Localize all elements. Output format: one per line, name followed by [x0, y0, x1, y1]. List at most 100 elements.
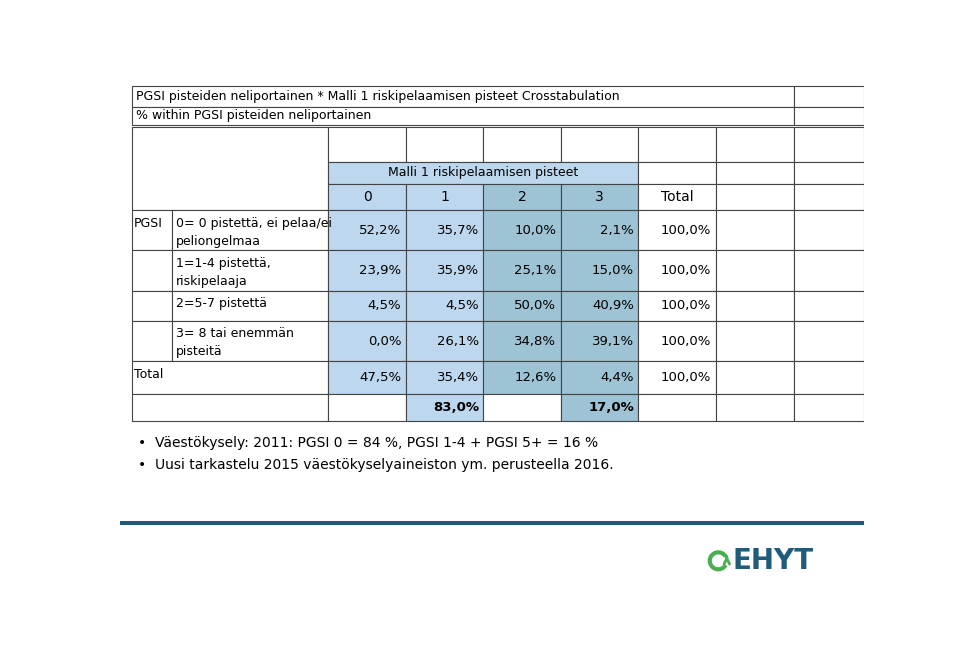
Bar	[172, 251, 328, 290]
Text: Total: Total	[134, 367, 163, 381]
Bar	[561, 127, 638, 162]
Bar	[328, 184, 406, 210]
Bar	[328, 290, 406, 322]
Bar	[406, 361, 484, 394]
Bar	[794, 322, 864, 361]
Bar	[172, 322, 328, 361]
Bar	[132, 86, 794, 107]
Text: 10,0%: 10,0%	[515, 224, 557, 237]
Bar	[484, 290, 561, 322]
Bar	[132, 361, 328, 394]
Bar	[638, 162, 716, 184]
Bar	[638, 210, 716, 251]
Bar	[561, 184, 638, 210]
Bar	[794, 251, 864, 290]
Text: 2=5-7 pistettä: 2=5-7 pistettä	[176, 297, 267, 310]
Text: 40,9%: 40,9%	[592, 300, 634, 312]
Text: 26,1%: 26,1%	[437, 335, 479, 348]
Bar	[794, 184, 864, 210]
Bar	[716, 162, 794, 184]
Bar	[716, 184, 794, 210]
Text: 100,0%: 100,0%	[660, 335, 711, 348]
Bar	[794, 290, 864, 322]
Text: 34,8%: 34,8%	[515, 335, 557, 348]
Text: % within PGSI pisteiden neliportainen: % within PGSI pisteiden neliportainen	[135, 109, 371, 122]
Bar	[406, 394, 484, 420]
Text: 4,5%: 4,5%	[368, 300, 401, 312]
Bar	[132, 394, 328, 420]
Text: 4,4%: 4,4%	[600, 371, 634, 384]
Bar	[794, 107, 864, 125]
Text: 12,6%: 12,6%	[515, 371, 557, 384]
Text: 0: 0	[363, 190, 372, 204]
Text: PGSI pisteiden neliportainen * Malli 1 riskipelaamisen pisteet Crosstabulation: PGSI pisteiden neliportainen * Malli 1 r…	[135, 90, 619, 103]
Text: 0= 0 pistettä, ei pelaa/ei
peliongelmaa: 0= 0 pistettä, ei pelaa/ei peliongelmaa	[176, 217, 332, 247]
Text: 100,0%: 100,0%	[660, 371, 711, 384]
Bar	[638, 127, 716, 162]
Bar	[120, 520, 864, 525]
Bar	[561, 361, 638, 394]
Bar	[328, 127, 406, 162]
Text: Total: Total	[660, 190, 693, 204]
Bar	[328, 251, 406, 290]
Bar	[484, 127, 561, 162]
Bar	[328, 210, 406, 251]
Text: 23,9%: 23,9%	[359, 264, 401, 277]
Bar	[406, 290, 484, 322]
Text: 35,4%: 35,4%	[437, 371, 479, 384]
Text: 100,0%: 100,0%	[660, 264, 711, 277]
Bar	[132, 322, 172, 361]
Bar	[484, 251, 561, 290]
Text: 15,0%: 15,0%	[591, 264, 634, 277]
Bar	[484, 184, 561, 210]
Text: 39,1%: 39,1%	[591, 335, 634, 348]
Text: 25,1%: 25,1%	[514, 264, 557, 277]
Bar	[328, 394, 406, 420]
Bar	[794, 394, 864, 420]
Bar	[132, 127, 328, 210]
Bar	[561, 251, 638, 290]
Bar	[638, 361, 716, 394]
Text: 2,1%: 2,1%	[600, 224, 634, 237]
Bar	[638, 290, 716, 322]
Bar	[638, 184, 716, 210]
Bar	[716, 127, 794, 162]
Text: 100,0%: 100,0%	[660, 300, 711, 312]
Bar	[794, 127, 864, 162]
Text: 4,5%: 4,5%	[445, 300, 479, 312]
Bar	[132, 210, 172, 251]
Bar	[406, 210, 484, 251]
Bar	[328, 361, 406, 394]
Bar	[716, 394, 794, 420]
Text: •  Uusi tarkastelu 2015 väestökyselyaineiston ym. perusteella 2016.: • Uusi tarkastelu 2015 väestökyselyainei…	[138, 457, 613, 471]
Text: 0,0%: 0,0%	[368, 335, 401, 348]
Text: 35,9%: 35,9%	[437, 264, 479, 277]
Text: •  Väestökysely: 2011: PGSI 0 = 84 %, PGSI 1-4 + PGSI 5+ = 16 %: • Väestökysely: 2011: PGSI 0 = 84 %, PGS…	[138, 436, 598, 450]
Text: 17,0%: 17,0%	[588, 400, 634, 414]
Bar	[132, 251, 172, 290]
Text: EHYT: EHYT	[732, 547, 813, 575]
Bar	[132, 290, 172, 322]
Bar	[794, 162, 864, 184]
Bar	[328, 322, 406, 361]
Text: 2: 2	[517, 190, 527, 204]
Text: 35,7%: 35,7%	[437, 224, 479, 237]
Text: 50,0%: 50,0%	[515, 300, 557, 312]
Bar	[794, 361, 864, 394]
Bar	[406, 322, 484, 361]
Bar	[406, 184, 484, 210]
Bar	[716, 251, 794, 290]
Bar	[484, 322, 561, 361]
Bar	[484, 394, 561, 420]
Bar	[561, 394, 638, 420]
Bar	[406, 251, 484, 290]
Bar	[794, 210, 864, 251]
Text: 1=1-4 pistettä,
riskipelaaja: 1=1-4 pistettä, riskipelaaja	[176, 257, 271, 288]
Bar	[638, 251, 716, 290]
Bar	[716, 210, 794, 251]
Bar	[638, 394, 716, 420]
Bar	[561, 210, 638, 251]
Bar	[484, 210, 561, 251]
Bar	[172, 210, 328, 251]
Text: PGSI: PGSI	[134, 217, 163, 229]
